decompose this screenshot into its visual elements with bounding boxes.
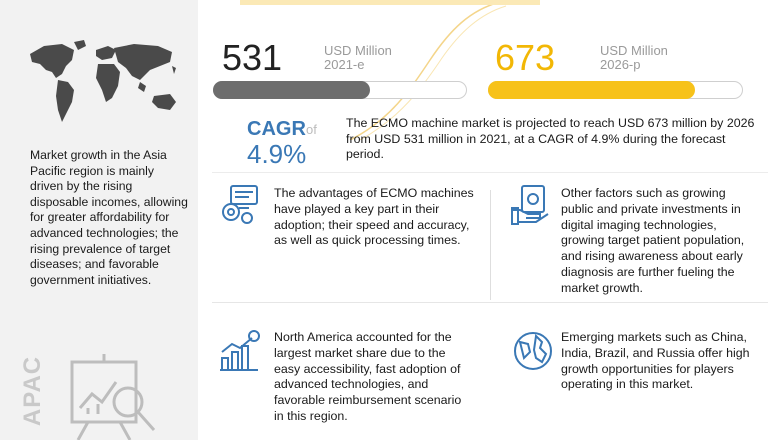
top-title-strip — [240, 0, 540, 5]
cagr-value: 4.9% — [247, 139, 307, 169]
presentation-board-icon — [70, 354, 156, 440]
fact-north-america: North America accounted for the largest … — [274, 330, 462, 423]
unit-2026: USD Million 2026-p — [600, 43, 668, 72]
decorative-curve — [349, 1, 507, 140]
market-value-2021: 531 — [222, 37, 283, 78]
sidebar-text: Market growth in the Asia Pacific region… — [30, 148, 188, 287]
globe-icon — [514, 332, 552, 370]
progress-fill-2026 — [488, 81, 695, 99]
region-label: APAC — [19, 355, 47, 427]
market-value-2026: 673 — [495, 37, 556, 78]
market-summary: The ECMO machine market is projected to … — [346, 116, 755, 161]
fact-emerging-markets: Emerging markets such as China, India, B… — [561, 330, 750, 392]
bar-chart-dollar-icon — [220, 330, 260, 371]
divider — [490, 190, 491, 300]
divider — [212, 302, 768, 303]
cagr-label: CAGR — [247, 118, 306, 140]
world-map-icon — [30, 40, 176, 122]
fact-adoption: The advantages of ECMO machines have pla… — [274, 186, 474, 248]
progress-fill-2021 — [213, 81, 370, 99]
money-hand-icon — [511, 185, 549, 225]
cagr-of: of — [306, 122, 317, 137]
unit-2021: USD Million 2021-e — [324, 43, 392, 72]
gears-monitor-icon — [222, 185, 258, 224]
divider — [212, 172, 768, 173]
fact-investments: Other factors such as growing public and… — [561, 186, 745, 295]
